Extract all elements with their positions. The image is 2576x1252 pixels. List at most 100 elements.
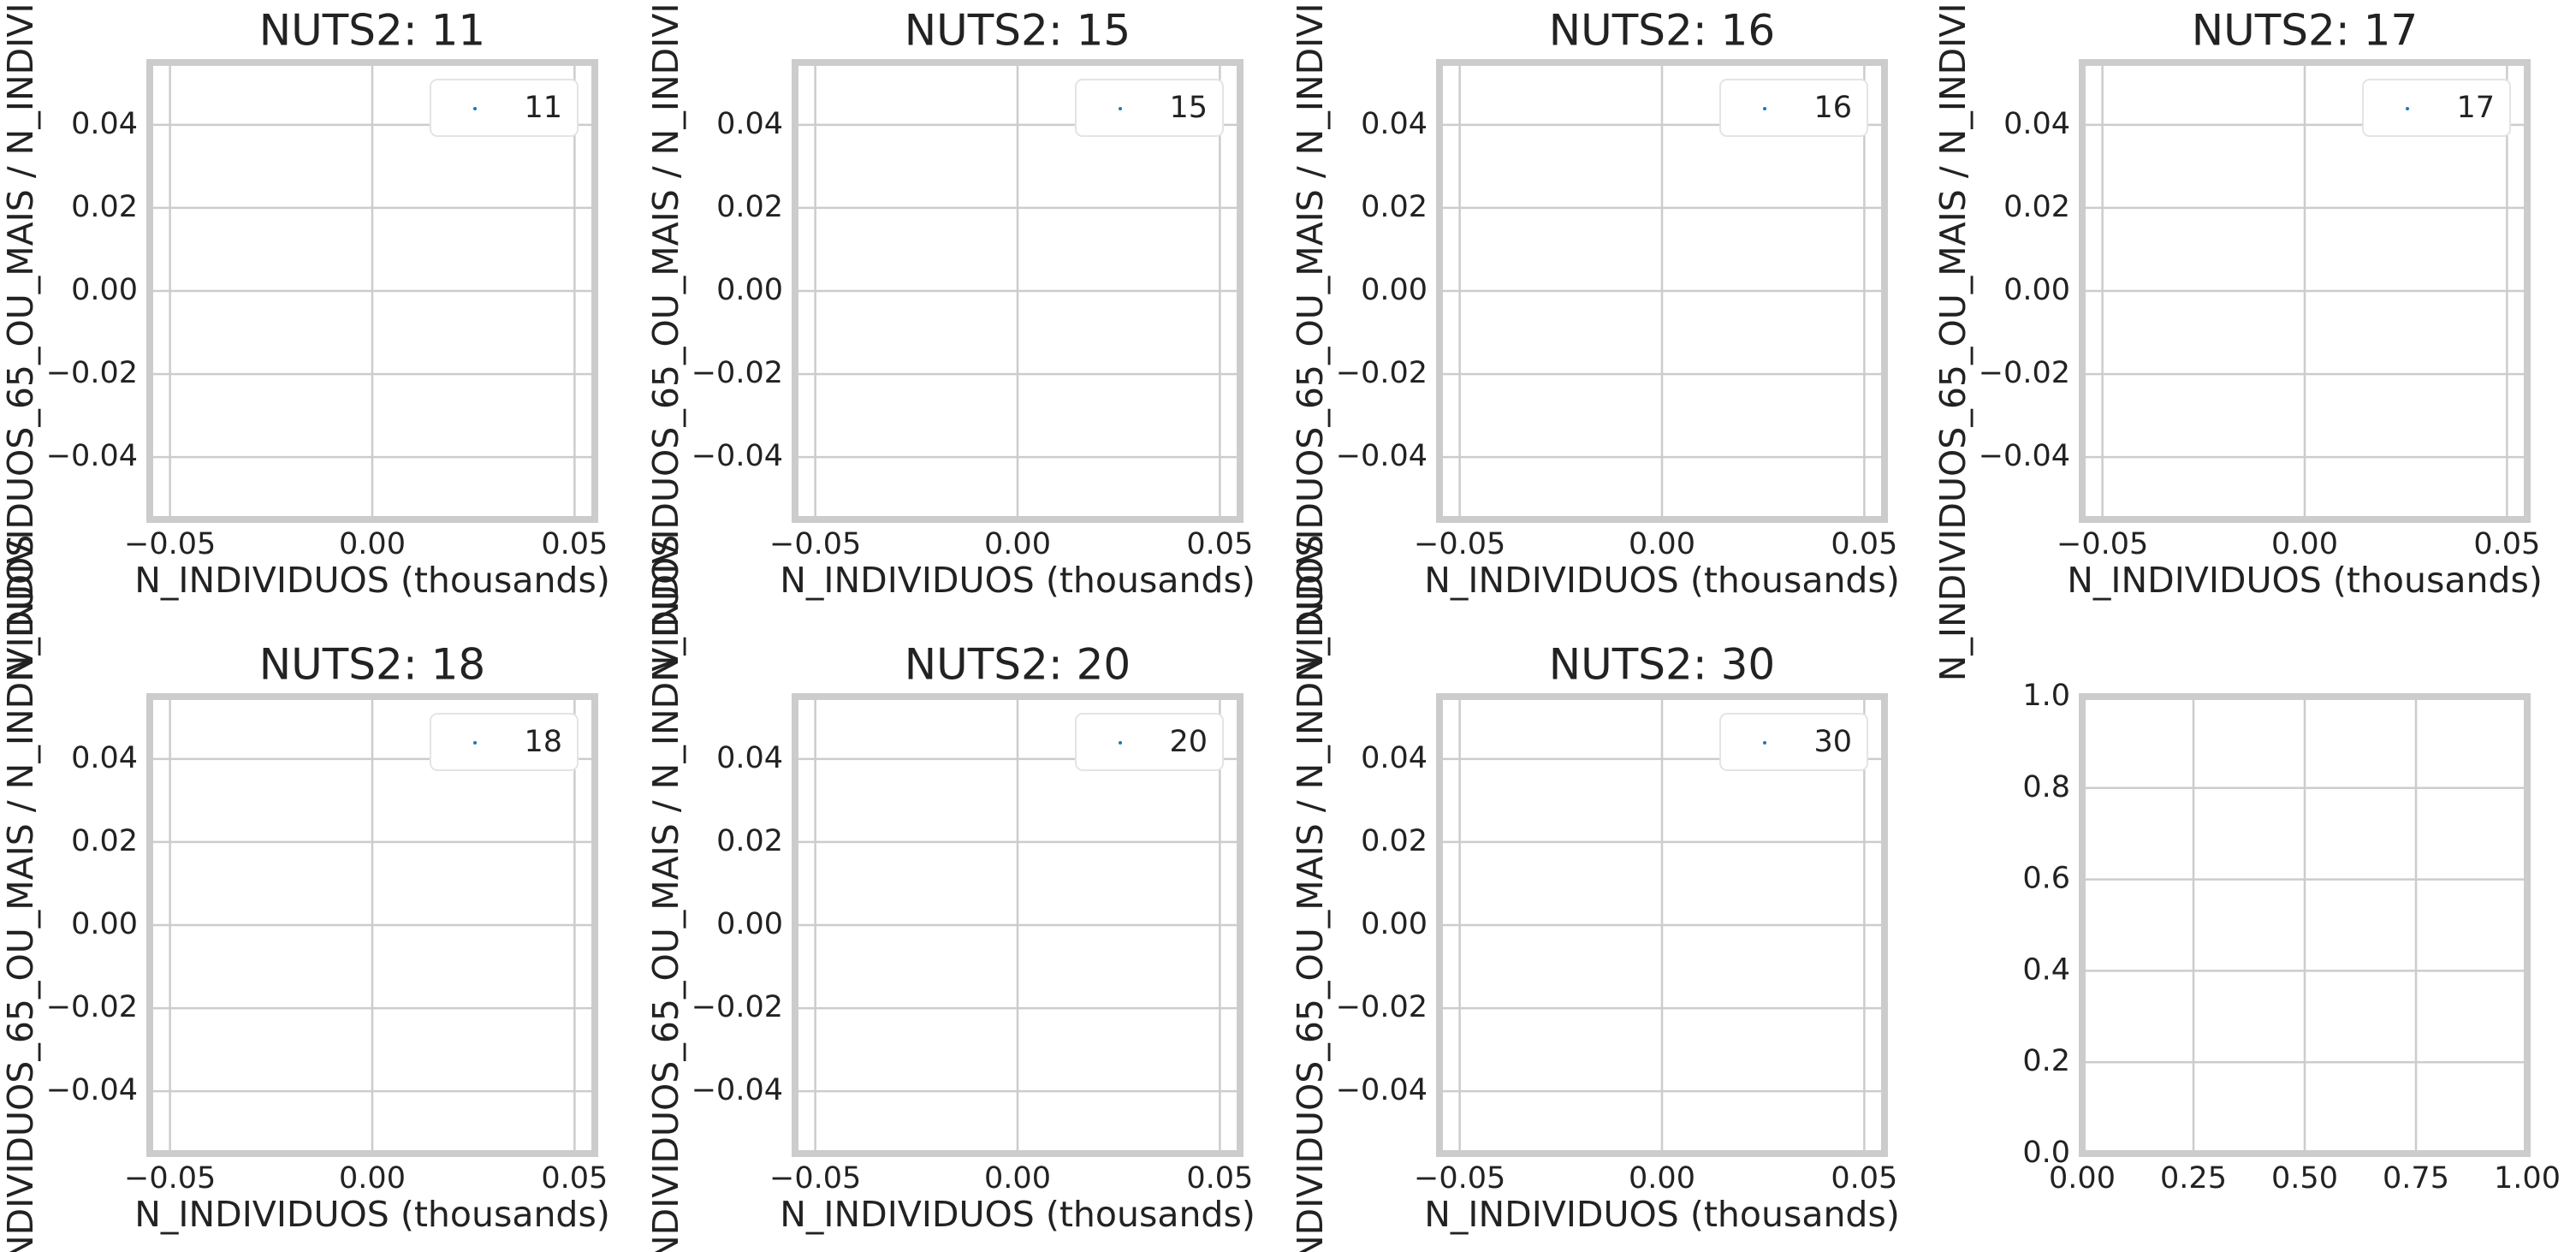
- y-tick-label: 0.00: [71, 907, 138, 941]
- y-tick-label: 0.8: [2022, 770, 2070, 804]
- axes-frame: [1436, 693, 1888, 1157]
- y-tick-label: −0.04: [1336, 1073, 1427, 1107]
- x-tick-label: 0.50: [2271, 1161, 2338, 1196]
- legend: 16: [1719, 79, 1868, 137]
- subplot: −0.05 0.00 0.05 −0.04 −0.02 0.00 0.02 0.04 NUTS2…: [1290, 535, 1900, 1252]
- x-tick-label: 0.00: [2271, 527, 2338, 561]
- y-tick-label: 0.02: [71, 824, 138, 858]
- subplot-title: NUTS2: 18: [259, 640, 485, 690]
- y-tick-label: 0.04: [1361, 107, 1427, 141]
- y-tick-label: −0.04: [691, 439, 783, 473]
- legend-box: [1719, 713, 1868, 771]
- axes-frame: [1436, 59, 1888, 523]
- x-tick-label: 0.05: [1831, 527, 1897, 561]
- legend-marker: [473, 741, 477, 745]
- y-tick-label: 0.04: [2003, 107, 2070, 141]
- legend-marker: [473, 107, 477, 110]
- y-tick-label: 0.00: [716, 907, 783, 941]
- y-tick-label: −0.02: [1336, 356, 1427, 390]
- x-tick-label: −0.05: [769, 1161, 861, 1196]
- legend-box: [1075, 713, 1224, 771]
- x-tick-label: 0.00: [1629, 1161, 1695, 1196]
- y-tick-label: −0.04: [46, 439, 138, 473]
- subplot: 0.00 0.25 0.50 0.75 1.00 0.0 0.2 0.4 0.6 0.8 1.0: [2022, 679, 2561, 1196]
- x-axis-label: N_INDIVIDUOS (thousands): [1424, 1194, 1900, 1235]
- subplot-title: NUTS2: 15: [905, 6, 1131, 56]
- y-tick-label: 0.02: [716, 190, 783, 224]
- y-axis-label: N_INDIVIDUOS_65_OU_MAIS / N_INDIVIDUOS: [1932, 0, 1974, 681]
- x-tick-label: 1.00: [2494, 1161, 2561, 1196]
- x-tick-label: 0.05: [2473, 527, 2540, 561]
- legend-label: 17: [2456, 91, 2495, 125]
- y-tick-label: 0.0: [2022, 1136, 2070, 1170]
- y-tick-label: 0.04: [716, 741, 783, 775]
- legend-marker: [1763, 741, 1766, 745]
- x-tick-label: 0.00: [984, 1161, 1051, 1196]
- x-tick-label: 0.00: [1629, 527, 1695, 561]
- y-tick-label: 0.02: [71, 190, 138, 224]
- x-tick-label: −0.05: [769, 527, 861, 561]
- legend-box: [2362, 79, 2511, 137]
- subplot: −0.05 0.00 0.05 −0.04 −0.02 0.00 0.02 0.04 NUTS2…: [0, 0, 610, 681]
- legend-label: 11: [524, 91, 562, 125]
- axes-frame: [792, 693, 1243, 1157]
- legend: 11: [430, 79, 579, 137]
- y-tick-label: 0.00: [2003, 273, 2070, 307]
- x-tick-label: 0.00: [2049, 1161, 2116, 1196]
- legend-label: 16: [1813, 91, 1852, 125]
- y-tick-label: 0.04: [1361, 741, 1427, 775]
- axes-frame: [2079, 59, 2531, 523]
- y-tick-label: 0.02: [716, 824, 783, 858]
- y-axis-label: N_INDIVIDUOS_65_OU_MAIS / N_INDIVIDUOS: [0, 535, 41, 1252]
- subplot-title: NUTS2: 20: [905, 640, 1131, 690]
- legend-box: [430, 713, 579, 771]
- x-tick-label: 0.05: [541, 527, 608, 561]
- subplot-title: NUTS2: 16: [1549, 6, 1775, 56]
- subplot-title: NUTS2: 30: [1549, 640, 1775, 690]
- x-axis-label: N_INDIVIDUOS (thousands): [780, 560, 1255, 601]
- y-tick-label: −0.04: [46, 1073, 138, 1107]
- x-tick-label: −0.05: [2057, 527, 2148, 561]
- y-tick-label: 0.04: [71, 107, 138, 141]
- y-tick-label: −0.02: [46, 356, 138, 390]
- y-tick-label: 0.02: [2003, 190, 2070, 224]
- y-tick-label: 0.04: [716, 107, 783, 141]
- legend-label: 18: [524, 725, 562, 759]
- y-tick-label: 0.4: [2022, 952, 2070, 987]
- y-tick-label: −0.02: [1336, 990, 1427, 1024]
- legend: 15: [1075, 79, 1224, 137]
- x-tick-label: 0.00: [984, 527, 1051, 561]
- axes-frame: [146, 59, 598, 523]
- y-tick-label: 0.00: [1361, 907, 1427, 941]
- y-axis-label: N_INDIVIDUOS_65_OU_MAIS / N_INDIVIDUOS: [645, 0, 686, 681]
- y-tick-label: 1.0: [2022, 679, 2070, 713]
- y-tick-label: −0.02: [1979, 356, 2070, 390]
- legend-box: [430, 79, 579, 137]
- legend: 18: [430, 713, 579, 771]
- legend-marker: [1763, 107, 1766, 110]
- x-axis-label: N_INDIVIDUOS (thousands): [134, 1194, 610, 1235]
- y-tick-label: 0.00: [716, 273, 783, 307]
- subplot: −0.05 0.00 0.05 −0.04 −0.02 0.00 0.02 0.04 NUTS2…: [0, 535, 610, 1252]
- x-tick-label: −0.05: [124, 1161, 216, 1196]
- x-axis-label: N_INDIVIDUOS (thousands): [780, 1194, 1255, 1235]
- legend-marker: [2406, 107, 2409, 110]
- y-tick-label: 0.04: [71, 741, 138, 775]
- y-tick-label: 0.02: [1361, 190, 1427, 224]
- y-tick-label: −0.04: [1979, 439, 2070, 473]
- subplot: −0.05 0.00 0.05 −0.04 −0.02 0.00 0.02 0.04 NUTS2…: [645, 535, 1255, 1252]
- x-tick-label: 0.00: [339, 1161, 406, 1196]
- y-axis-label: N_INDIVIDUOS_65_OU_MAIS / N_INDIVIDUOS: [645, 535, 686, 1252]
- legend-marker: [1119, 741, 1122, 745]
- y-axis-label: N_INDIVIDUOS_65_OU_MAIS / N_INDIVIDUOS: [1290, 0, 1331, 681]
- x-tick-label: −0.05: [1414, 527, 1505, 561]
- subplot: −0.05 0.00 0.05 −0.04 −0.02 0.00 0.02 0.04 NUTS2…: [1290, 0, 1900, 681]
- y-tick-label: −0.02: [46, 990, 138, 1024]
- y-tick-label: −0.04: [1336, 439, 1427, 473]
- x-tick-label: 0.00: [339, 527, 406, 561]
- legend-label: 30: [1813, 725, 1852, 759]
- legend: 17: [2362, 79, 2511, 137]
- y-axis-label: N_INDIVIDUOS_65_OU_MAIS / N_INDIVIDUOS: [1290, 535, 1331, 1252]
